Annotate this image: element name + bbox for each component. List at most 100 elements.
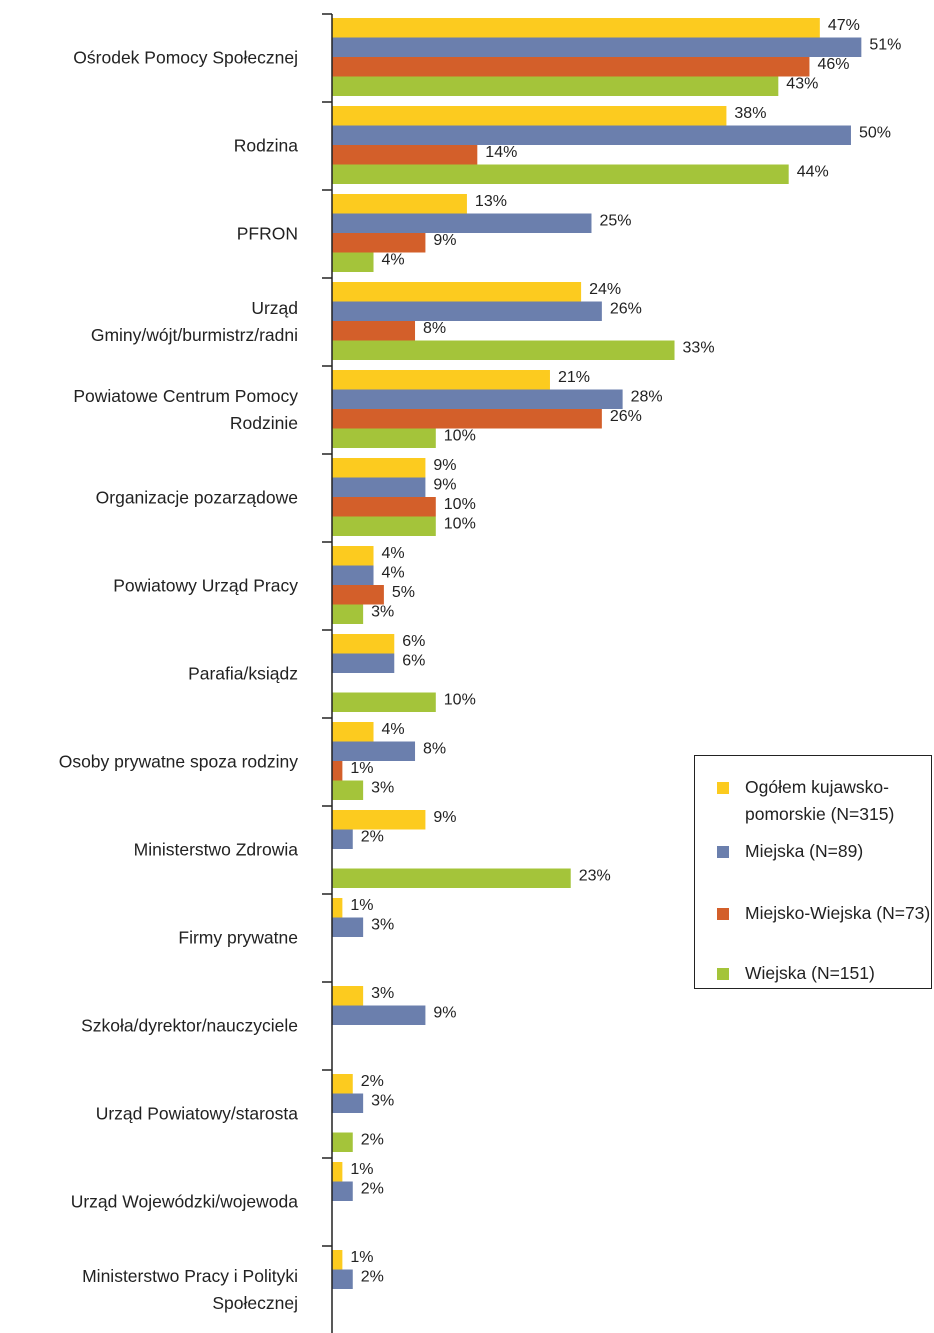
value-label: 13% — [475, 193, 507, 210]
bar — [332, 898, 343, 918]
bar — [332, 868, 571, 888]
value-label: 23% — [579, 867, 611, 884]
bar — [332, 125, 851, 145]
legend-swatch — [717, 908, 729, 920]
value-label: 9% — [433, 476, 456, 493]
value-label: 4% — [382, 564, 405, 581]
bar — [332, 477, 426, 497]
value-label: 46% — [817, 56, 849, 73]
bar — [332, 780, 364, 800]
value-label: 26% — [610, 300, 642, 317]
category-label: Ministerstwo Pracy i Polityki Społecznej — [82, 1266, 298, 1313]
value-label: 47% — [828, 17, 860, 34]
bar — [332, 340, 675, 360]
value-label: 9% — [433, 457, 456, 474]
category-label: Powiatowy Urząd Pracy — [113, 575, 298, 596]
value-label: 2% — [361, 1131, 384, 1148]
bar — [332, 301, 602, 321]
bar — [332, 516, 436, 536]
bar — [332, 194, 467, 214]
value-label: 1% — [350, 897, 373, 914]
value-label: 10% — [444, 427, 476, 444]
value-label: 43% — [786, 75, 818, 92]
bar — [332, 653, 395, 673]
bar — [332, 282, 582, 302]
bar — [332, 409, 602, 429]
value-label: 5% — [392, 584, 415, 601]
value-label: 1% — [350, 1249, 373, 1266]
category-label: Urząd Gminy/wójt/burmistrz/radni — [90, 298, 298, 345]
bar — [332, 252, 374, 272]
bar — [332, 810, 426, 830]
bar — [332, 585, 384, 605]
category-label: Osoby prywatne spoza rodziny — [58, 751, 298, 772]
category-label: Firmy prywatne — [178, 927, 298, 948]
category-label: Szkoła/dyrektor/nauczyciele — [81, 1015, 298, 1036]
bar — [332, 18, 820, 38]
value-label: 4% — [382, 251, 405, 268]
value-label: 9% — [433, 809, 456, 826]
value-label: 6% — [402, 652, 425, 669]
value-label: 9% — [433, 232, 456, 249]
category-label: Ośrodek Pomocy Społecznej — [73, 47, 298, 68]
bar — [332, 741, 416, 761]
value-label: 3% — [371, 1092, 394, 1109]
value-label: 2% — [361, 1180, 384, 1197]
value-label: 3% — [371, 603, 394, 620]
legend: Ogółem kujawsko-pomorskie (N=315) Miejska… — [694, 755, 932, 989]
legend-label: Wiejska (N=151) — [745, 963, 875, 983]
legend-label: Miejsko-Wiejska (N=73) — [745, 903, 931, 923]
bar — [332, 604, 364, 624]
bar — [332, 546, 374, 566]
legend-label: Ogółem kujawsko-pomorskie (N=315) — [745, 777, 895, 824]
bar — [332, 722, 374, 742]
bar — [332, 389, 623, 409]
value-label: 50% — [859, 124, 891, 141]
bar — [332, 634, 395, 654]
legend-label: Miejska (N=89) — [745, 841, 864, 861]
value-label: 4% — [382, 721, 405, 738]
legend-swatch — [717, 782, 729, 794]
bar — [332, 145, 478, 165]
bar — [332, 1093, 364, 1113]
value-label: 10% — [444, 496, 476, 513]
value-label: 25% — [599, 212, 631, 229]
value-label: 10% — [444, 691, 476, 708]
value-label: 4% — [382, 545, 405, 562]
bar — [332, 1162, 343, 1182]
bar — [332, 213, 592, 233]
category-label: Urząd Wojewódzki/wojewoda — [70, 1191, 298, 1212]
category-label: Parafia/ksiądz — [188, 663, 298, 684]
bar — [332, 565, 374, 585]
value-label: 24% — [589, 281, 621, 298]
bar — [332, 1250, 343, 1270]
bar — [332, 1005, 426, 1025]
value-label: 28% — [631, 388, 663, 405]
category-label: Organizacje pozarządowe — [95, 487, 298, 508]
category-label: PFRON — [236, 223, 298, 244]
bar — [332, 497, 436, 517]
bar — [332, 986, 364, 1006]
value-label: 2% — [361, 1073, 384, 1090]
bar — [332, 370, 550, 390]
bar — [332, 233, 426, 253]
value-label: 10% — [444, 515, 476, 532]
category-label: Rodzina — [233, 135, 298, 156]
value-label: 8% — [423, 740, 446, 757]
value-label: 26% — [610, 408, 642, 425]
value-label: 8% — [423, 320, 446, 337]
category-label: Powiatowe Centrum Pomocy Rodzinie — [73, 386, 298, 433]
value-label: 38% — [734, 105, 766, 122]
bar — [332, 1181, 353, 1201]
value-label: 14% — [485, 144, 517, 161]
value-label: 2% — [361, 828, 384, 845]
legend-swatch — [717, 846, 729, 858]
category-label: Urząd Powiatowy/starosta — [95, 1103, 298, 1124]
bar — [332, 1269, 353, 1289]
bar — [332, 57, 810, 77]
bar — [332, 37, 862, 57]
value-label: 3% — [371, 779, 394, 796]
value-label: 2% — [361, 1268, 384, 1285]
bar — [332, 917, 364, 937]
